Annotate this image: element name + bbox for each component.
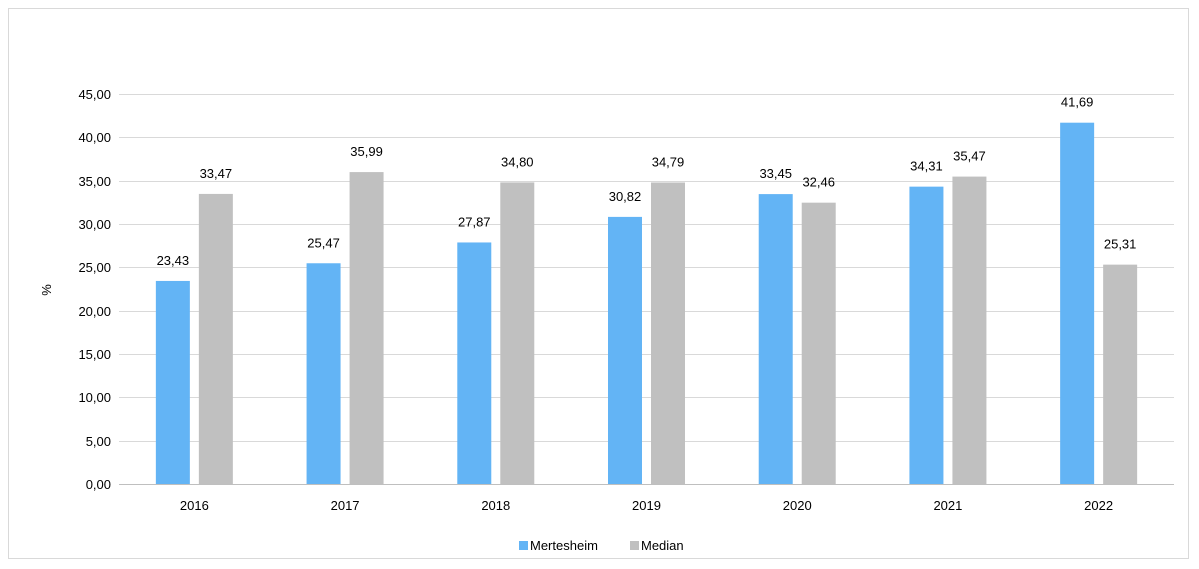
bar-median-2018 (500, 182, 535, 484)
y-tick-label: 25,00 (78, 260, 111, 275)
y-tick-label: 40,00 (78, 130, 111, 145)
data-label-mertesheim-2017: 25,47 (307, 235, 340, 250)
x-tick-label-2016: 2016 (180, 498, 209, 513)
data-label-median-2018: 34,80 (501, 154, 534, 169)
bar-median-2019 (651, 182, 685, 484)
y-tick-label: 0,00 (86, 477, 111, 492)
bars (155, 122, 1138, 485)
x-tick-label-2020: 2020 (783, 498, 812, 513)
bar-median-2020 (801, 202, 836, 484)
data-label-mertesheim-2022: 41,69 (1061, 95, 1094, 110)
y-axis-ticks: 0,00 5,00 10,00 15,00 20,00 25,00 30,00 35,00 40… (78, 87, 111, 492)
x-tick-label-2019: 2019 (632, 498, 661, 513)
legend-label-median: Median (641, 538, 684, 553)
data-label-median-2020: 32,46 (802, 175, 835, 190)
x-axis-ticks: 2016 2017 2018 2019 2020 2021 2022 (180, 498, 1113, 513)
legend: Mertesheim Median (519, 538, 684, 553)
data-label-mertesheim-2019: 30,82 (609, 189, 642, 204)
bar-mertesheim-2016 (155, 280, 190, 484)
data-label-median-2019: 34,79 (652, 154, 685, 169)
data-label-median-2017: 35,99 (350, 144, 383, 159)
y-tick-label: 15,00 (78, 347, 111, 362)
legend-swatch-median (630, 541, 639, 550)
data-label-mertesheim-2016: 23,43 (157, 253, 190, 268)
y-tick-label: 10,00 (78, 390, 111, 405)
legend-label-mertesheim: Mertesheim (530, 538, 598, 553)
bar-median-2016 (198, 193, 233, 484)
bar-mertesheim-2017 (306, 263, 341, 484)
y-tick-label: 5,00 (86, 434, 111, 449)
bar-mertesheim-2022 (1060, 122, 1095, 484)
y-tick-label: 35,00 (78, 174, 111, 189)
gridlines (119, 94, 1174, 485)
y-tick-label: 20,00 (78, 304, 111, 319)
x-tick-label-2017: 2017 (331, 498, 360, 513)
bar-mertesheim-2019 (608, 216, 642, 485)
data-label-median-2016: 33,47 (200, 166, 233, 181)
bar-mertesheim-2021 (909, 186, 944, 484)
y-axis-title: % (39, 284, 54, 296)
bar-median-2021 (952, 176, 987, 485)
y-tick-label: 45,00 (78, 87, 111, 102)
data-label-median-2021: 35,47 (953, 149, 986, 164)
data-labels: 23,43 33,47 25,47 35,99 27,87 34,80 30,82 34,79… (157, 95, 1137, 268)
x-tick-label-2021: 2021 (933, 498, 962, 513)
x-tick-label-2022: 2022 (1084, 498, 1113, 513)
bar-mertesheim-2020 (758, 194, 793, 484)
y-tick-label: 30,00 (78, 217, 111, 232)
data-label-median-2022: 25,31 (1104, 237, 1137, 252)
data-label-mertesheim-2021: 34,31 (910, 159, 943, 174)
legend-swatch-mertesheim (519, 541, 528, 550)
data-label-mertesheim-2018: 27,87 (458, 214, 491, 229)
x-tick-label-2018: 2018 (481, 498, 510, 513)
bar-mertesheim-2018 (457, 242, 492, 484)
data-label-mertesheim-2020: 33,45 (759, 166, 792, 181)
bar-median-2022 (1103, 264, 1138, 484)
bar-median-2017 (349, 172, 384, 484)
